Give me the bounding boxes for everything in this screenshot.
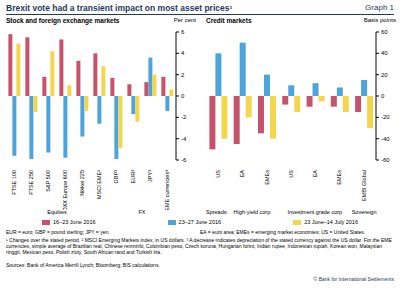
html-text:Spreads:: Spreads: (206, 209, 228, 215)
html-text:Credit markets: Credit markets (206, 17, 252, 24)
html-text:Brexit vote had a transient im: Brexit vote had a transient impact on mo… (6, 3, 233, 13)
svg-text:EUR³: EUR³ (130, 170, 136, 184)
svg-text:2: 2 (181, 72, 185, 78)
svg-text:JPY³: JPY³ (147, 170, 153, 182)
svg-text:-20: -20 (381, 114, 390, 120)
svg-text:GBP³: GBP³ (113, 170, 119, 184)
html-text:Sources: Bank of America Merri: Sources: Bank of America Merrill Lynch; … (6, 262, 160, 268)
svg-text:-40: -40 (381, 136, 390, 142)
svg-text:4: 4 (181, 50, 185, 56)
html-text:Investment grade corp: Investment grade corp (287, 209, 343, 215)
svg-text:20: 20 (381, 72, 388, 78)
svg-text:EMEs: EMEs (264, 170, 270, 185)
svg-text:40: 40 (381, 50, 388, 56)
html-text:23–27 June 2016: 23–27 June 2016 (178, 219, 222, 225)
html-text:Stock and foreign exchange mar: Stock and foreign exchange markets (6, 17, 120, 24)
html-text:¹ Changes over the stated peri: ¹ Changes over the stated period. ² MSCI… (6, 237, 392, 256)
svg-text:EA: EA (312, 170, 318, 178)
svg-text:-4: -4 (181, 136, 187, 142)
svg-text:0: 0 (381, 93, 385, 99)
html-text:Equities: Equities (47, 209, 67, 215)
svg-text:-2: -2 (181, 114, 187, 120)
svg-text:EA: EA (239, 170, 245, 178)
html-text:© Bank for International Settl: © Bank for International Settlements (313, 276, 394, 282)
svg-text:US: US (215, 170, 221, 178)
svg-text:FTSE 250: FTSE 250 (28, 170, 34, 195)
html-text:23 June–14 July 2016: 23 June–14 July 2016 (304, 219, 358, 225)
svg-text:EMEs: EMEs (336, 170, 342, 185)
html-text:Basis points: Basis points (363, 17, 396, 23)
html-text:Sovereign: Sovereign (351, 209, 377, 215)
svg-text:US: US (288, 170, 294, 178)
svg-text:Nikkei 225: Nikkei 225 (79, 170, 85, 196)
svg-text:MSCI EME²: MSCI EME² (96, 170, 102, 199)
html-text:Graph 1: Graph 1 (365, 3, 394, 12)
html-text:FX: FX (138, 209, 146, 215)
html-text:EUR = euro; GBP = pound sterli: EUR = euro; GBP = pound sterling; JPY = … (6, 229, 110, 235)
svg-text:-6: -6 (181, 157, 187, 163)
svg-text:EME currencies³: EME currencies³ (164, 170, 170, 210)
html-text:Per cent: Per cent (173, 17, 196, 23)
html-text:EA = euro area; EMEs = emergin: EA = euro area; EMEs = emerging market e… (200, 229, 366, 235)
svg-text:STOXX Europe 600: STOXX Europe 600 (62, 170, 68, 210)
html-text:High-yield corp: High-yield corp (233, 209, 271, 215)
html-text:16–23 June 2016: 16–23 June 2016 (53, 219, 96, 225)
svg-text:60: 60 (381, 29, 388, 35)
svg-text:S&P 500: S&P 500 (45, 170, 51, 192)
svg-text:0: 0 (181, 93, 185, 99)
svg-text:-60: -60 (381, 157, 390, 163)
svg-text:6: 6 (181, 29, 185, 35)
svg-text:FTSE 100: FTSE 100 (11, 170, 17, 195)
svg-text:EMBI Global: EMBI Global (361, 170, 367, 201)
